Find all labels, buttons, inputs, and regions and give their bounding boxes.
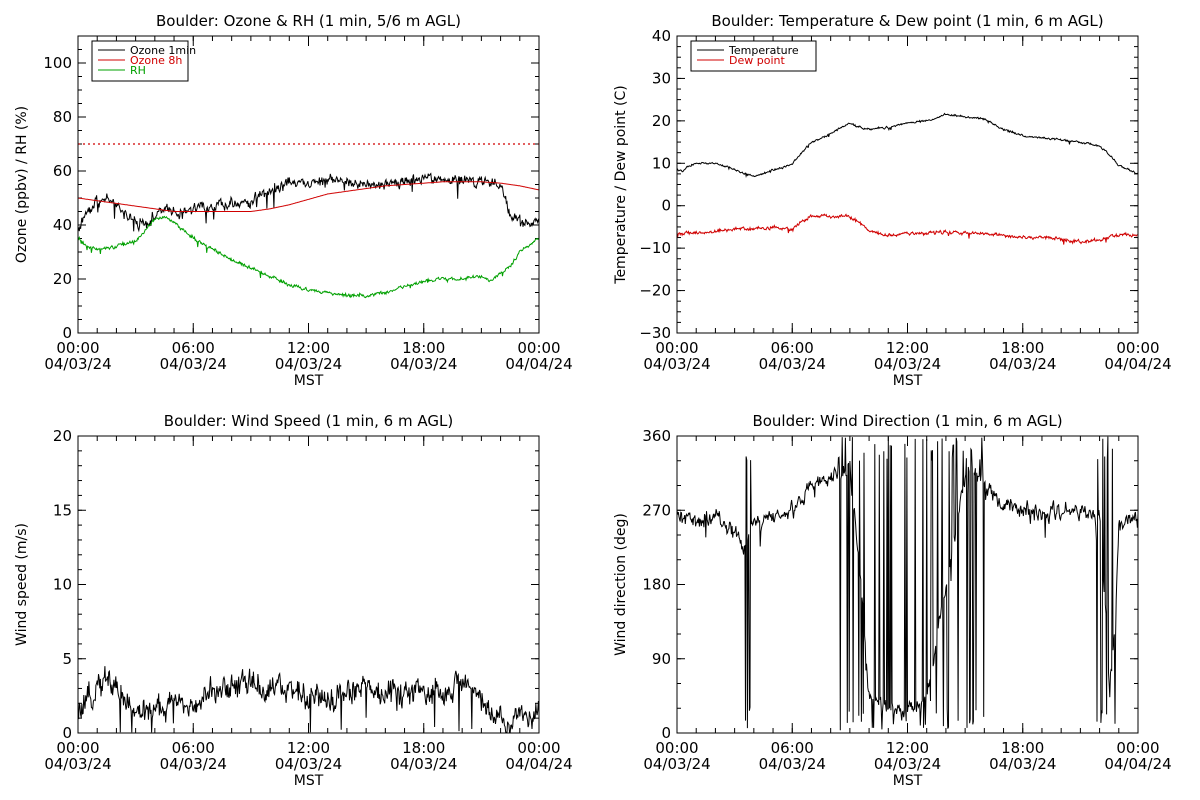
series-line-1 <box>677 112 1138 179</box>
y-tick-label: 360 <box>642 427 671 445</box>
x-axis-label: MST <box>294 773 324 789</box>
y-tick-label: 10 <box>652 154 671 172</box>
x-tick-date-label: 04/03/24 <box>989 755 1056 773</box>
y-tick-label: 270 <box>642 501 671 519</box>
x-tick-date-label: 04/03/24 <box>759 355 826 373</box>
y-tick-label: −10 <box>639 239 671 257</box>
y-tick-label: 180 <box>642 576 671 594</box>
x-tick-date-label: 04/04/24 <box>1104 355 1171 373</box>
y-tick-label: 0 <box>62 724 72 742</box>
x-tick-time-label: 06:00 <box>771 739 814 757</box>
x-tick-date-label: 04/03/24 <box>390 355 457 373</box>
chart-title: Boulder: Temperature & Dew point (1 min,… <box>711 12 1103 30</box>
x-tick-time-label: 00:00 <box>517 339 560 357</box>
y-axis-label: Ozone (ppbv) / RH (%) <box>14 106 30 263</box>
y-tick-label: 20 <box>652 112 671 130</box>
series-line-1 <box>78 172 539 233</box>
x-tick-date-label: 04/03/24 <box>160 355 227 373</box>
legend-label: Dew point <box>729 54 785 67</box>
x-axis-label: MST <box>893 773 923 789</box>
x-tick-time-label: 00:00 <box>517 739 560 757</box>
x-tick-date-label: 04/03/24 <box>874 355 941 373</box>
x-tick-date-label: 04/03/24 <box>643 355 710 373</box>
x-tick-time-label: 12:00 <box>886 739 929 757</box>
chart-title: Boulder: Ozone & RH (1 min, 5/6 m AGL) <box>156 12 461 30</box>
chart-panel-3: Boulder: Wind Speed (1 min, 6 m AGL) 0 5 10… <box>14 412 573 789</box>
y-tick-label: 0 <box>661 724 671 742</box>
chart-panel-2: Boulder: Temperature & Dew point (1 min,… <box>613 12 1172 389</box>
x-tick-date-label: 04/03/24 <box>275 355 342 373</box>
y-axis-label: Temperature / Dew point (C) <box>613 85 629 284</box>
chart-title: Boulder: Wind Speed (1 min, 6 m AGL) <box>164 412 453 430</box>
x-tick-date-label: 04/04/24 <box>505 755 572 773</box>
x-tick-time-label: 18:00 <box>1001 339 1044 357</box>
y-tick-label: 90 <box>652 650 671 668</box>
y-tick-label: 0 <box>661 197 671 215</box>
x-tick-time-label: 06:00 <box>771 339 814 357</box>
x-tick-time-label: 06:00 <box>172 739 215 757</box>
x-tick-time-label: 18:00 <box>402 739 445 757</box>
y-tick-label: 15 <box>53 501 72 519</box>
chart-title: Boulder: Wind Direction (1 min, 6 m AGL) <box>752 412 1062 430</box>
y-tick-label: −30 <box>639 324 671 342</box>
y-tick-label: 20 <box>53 270 72 288</box>
series-line-1 <box>78 666 539 733</box>
x-tick-time-label: 18:00 <box>1001 739 1044 757</box>
x-tick-date-label: 04/03/24 <box>989 355 1056 373</box>
x-tick-date-label: 04/03/24 <box>44 755 111 773</box>
x-tick-time-label: 00:00 <box>1116 339 1159 357</box>
series-line-3 <box>78 215 539 299</box>
series-line-1 <box>677 436 1138 731</box>
series-line-2 <box>677 213 1138 245</box>
y-tick-label: 10 <box>53 576 72 594</box>
x-axis-label: MST <box>893 373 923 389</box>
x-tick-date-label: 04/03/24 <box>390 755 457 773</box>
x-axis-label: MST <box>294 373 324 389</box>
x-tick-time-label: 00:00 <box>655 339 698 357</box>
x-tick-time-label: 00:00 <box>1116 739 1159 757</box>
legend-box <box>91 40 189 82</box>
y-tick-label: 5 <box>62 650 72 668</box>
series-line-2 <box>78 181 539 212</box>
plot-frame <box>77 435 540 734</box>
y-axis-label: Wind speed (m/s) <box>14 523 30 646</box>
legend-label: Temperature <box>728 44 799 57</box>
x-tick-date-label: 04/03/24 <box>44 355 111 373</box>
x-tick-time-label: 18:00 <box>402 339 445 357</box>
y-axis-label: Wind direction (deg) <box>613 513 629 656</box>
x-tick-date-label: 04/03/24 <box>160 755 227 773</box>
legend-label: RH <box>130 64 146 77</box>
x-tick-date-label: 04/04/24 <box>505 355 572 373</box>
y-tick-label: 100 <box>43 54 72 72</box>
y-tick-label: 0 <box>62 324 72 342</box>
y-tick-label: −20 <box>639 282 671 300</box>
y-tick-label: 30 <box>652 69 671 87</box>
legend-box <box>690 40 817 72</box>
chart-panel-1: Boulder: Ozone & RH (1 min, 5/6 m AGL) 0 2… <box>14 12 573 389</box>
x-tick-date-label: 04/03/24 <box>643 755 710 773</box>
legend-label: Ozone 8h <box>130 54 182 67</box>
y-tick-label: 60 <box>53 162 72 180</box>
x-tick-time-label: 00:00 <box>655 739 698 757</box>
plot-frame <box>77 35 540 334</box>
y-tick-label: 20 <box>53 427 72 445</box>
x-tick-time-label: 06:00 <box>172 339 215 357</box>
x-tick-time-label: 12:00 <box>287 739 330 757</box>
y-tick-label: 40 <box>652 27 671 45</box>
x-tick-date-label: 04/03/24 <box>874 755 941 773</box>
x-tick-time-label: 00:00 <box>56 339 99 357</box>
x-tick-date-label: 04/04/24 <box>1104 755 1171 773</box>
x-tick-time-label: 00:00 <box>56 739 99 757</box>
x-tick-time-label: 12:00 <box>287 339 330 357</box>
plot-frame <box>676 435 1139 734</box>
x-tick-date-label: 04/03/24 <box>275 755 342 773</box>
x-tick-date-label: 04/03/24 <box>759 755 826 773</box>
plot-frame <box>676 35 1139 334</box>
x-tick-time-label: 12:00 <box>886 339 929 357</box>
legend-label: Ozone 1min <box>130 44 196 57</box>
chart-panel-4: Boulder: Wind Direction (1 min, 6 m AGL)… <box>613 412 1172 789</box>
y-tick-label: 40 <box>53 216 72 234</box>
y-tick-label: 80 <box>53 108 72 126</box>
